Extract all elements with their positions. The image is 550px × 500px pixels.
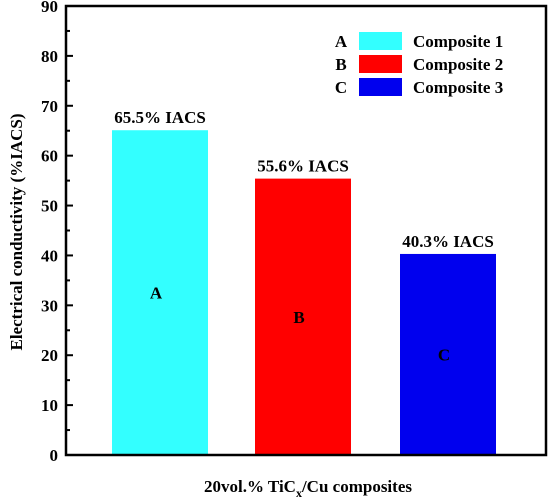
axes-layer: 0 10 20 30 40 50 60 70 80 90 (41, 0, 548, 465)
legend-label-a: Composite 1 (413, 32, 503, 51)
y-tick-label: 90 (41, 0, 58, 16)
bar-letter-a: A (150, 284, 163, 303)
y-tick-label: 10 (41, 396, 58, 415)
y-tick-label: 20 (41, 346, 58, 365)
y-tick-label: 60 (41, 147, 58, 166)
y-tick-label: 70 (41, 97, 58, 116)
legend-swatch-b (359, 55, 402, 73)
legend-label-c: Composite 3 (413, 78, 503, 97)
bar-letter-c: C (438, 345, 450, 364)
y-tick-label: 40 (41, 246, 58, 265)
legend-letter-c: C (335, 78, 347, 97)
data-label-c: 40.3% IACS (402, 232, 494, 251)
legend-swatch-c (359, 78, 402, 96)
x-axis-title-main: 20vol.% TiC (204, 477, 296, 496)
legend-letter-a: A (335, 32, 348, 51)
legend-swatch-a (359, 32, 402, 50)
legend-letter-b: B (335, 55, 346, 74)
bar-b (255, 178, 351, 456)
legend: A Composite 1 B Composite 2 C Composite 3 (335, 32, 503, 97)
legend-label-b: Composite 2 (413, 55, 503, 74)
bar-a (112, 130, 208, 455)
y-tick-label: 80 (41, 47, 58, 66)
bar-letter-b: B (293, 308, 304, 327)
y-axis-title: Electrical conductivity (%IACS) (7, 113, 26, 350)
x-axis-title: 20vol.% TiCx/Cu composites (204, 477, 412, 500)
data-label-a: 65.5% IACS (114, 108, 206, 127)
bar-c (400, 253, 496, 455)
x-axis-title-subscript: x (296, 486, 302, 500)
y-tick-label: 30 (41, 296, 58, 315)
bars-layer: 65.5% IACS A 55.6% IACS B 40.3% IACS C (112, 108, 496, 456)
x-axis-title-end: /Cu composites (301, 477, 412, 496)
data-label-b: 55.6% IACS (257, 157, 349, 176)
y-tick-label: 0 (50, 446, 59, 465)
y-tick-label: 50 (41, 197, 58, 216)
